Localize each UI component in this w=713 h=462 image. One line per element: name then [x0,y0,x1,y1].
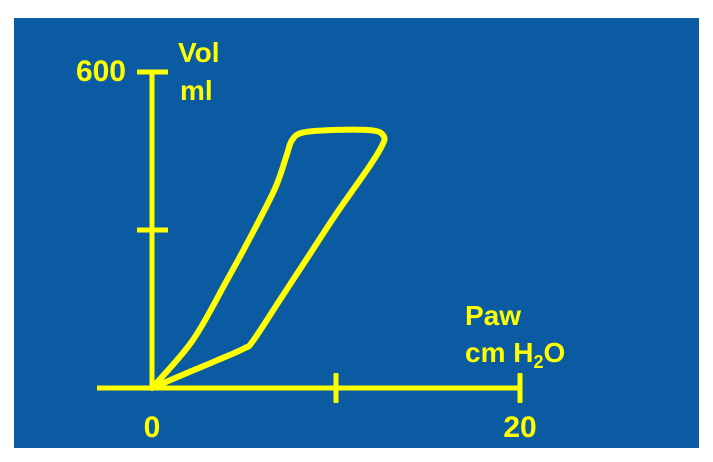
y-tick-label-600: 600 [76,55,126,88]
pv-loop-series-0 [149,126,388,391]
loop-layer [149,126,388,391]
x-axis-unit-prefix: cm H [465,337,533,368]
x-axis-unit-suffix: O [543,337,565,368]
chart-panel [14,18,699,448]
y-axis-label-vol: Vol [178,37,219,68]
x-axis-label-paw: Paw [465,300,521,331]
x-axis-unit-subscript: 2 [533,352,543,372]
x-tick-label-0: 0 [144,411,161,444]
x-axis-label-unit: cm H2O [465,337,565,372]
y-axis-label-unit: ml [180,75,213,106]
axes [97,69,523,403]
x-tick-label-20: 20 [503,411,536,444]
